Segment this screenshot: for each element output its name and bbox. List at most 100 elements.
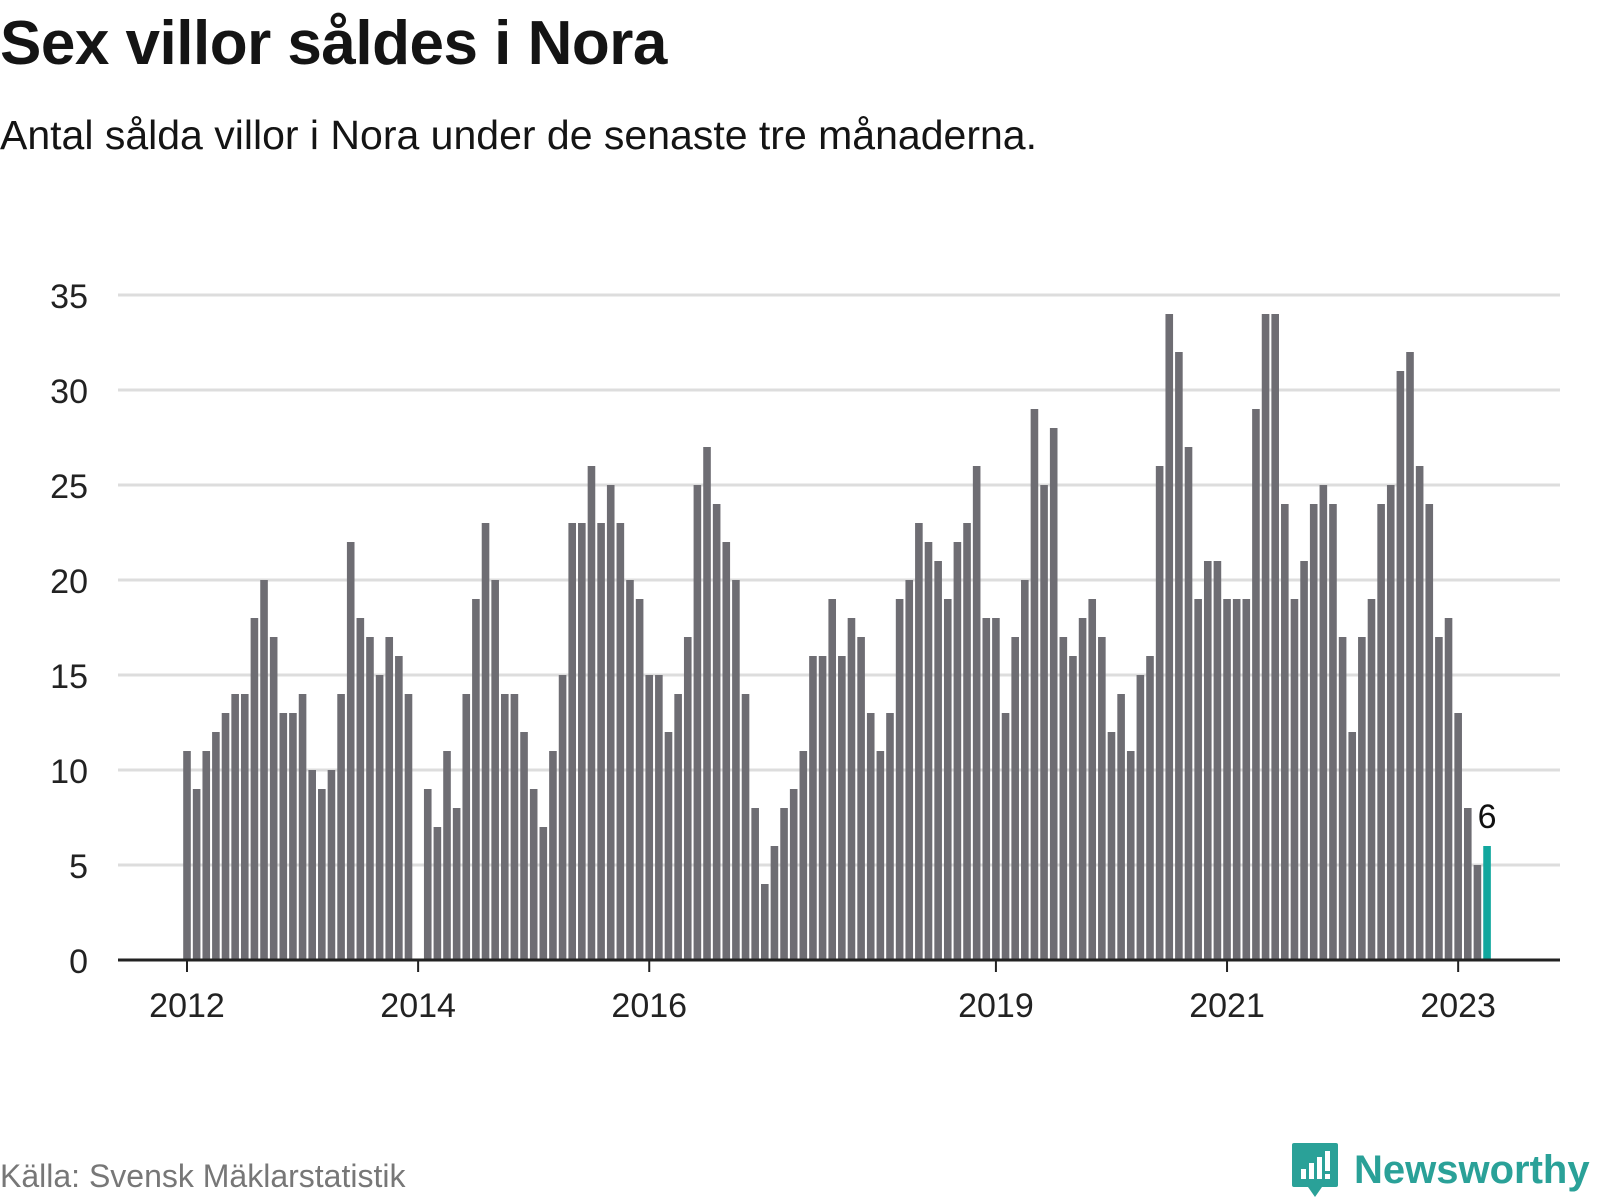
- bar: [905, 580, 914, 960]
- bar: [1319, 485, 1328, 960]
- bar: [356, 618, 365, 960]
- bar: [298, 694, 307, 960]
- bar: [212, 732, 220, 960]
- bar: [520, 732, 528, 960]
- bar: [972, 466, 981, 960]
- highlight-value-label: 6: [1478, 798, 1497, 836]
- bar: [1252, 409, 1260, 960]
- bar: [221, 713, 230, 960]
- bar: [1338, 637, 1347, 960]
- y-tick-label: 20: [50, 563, 88, 601]
- bar: [1011, 637, 1019, 960]
- bar: [1194, 599, 1202, 960]
- bar: [423, 789, 432, 960]
- bar: [366, 637, 374, 960]
- bar: [789, 789, 798, 960]
- bar: [1117, 694, 1125, 960]
- bar: [404, 694, 413, 960]
- bar: [866, 713, 875, 960]
- bar: [1425, 504, 1434, 960]
- bar: [683, 637, 692, 960]
- bar: [915, 523, 923, 960]
- bar: [809, 656, 817, 960]
- bar: [1175, 352, 1183, 960]
- bar: [395, 656, 403, 960]
- bar: [992, 618, 1000, 960]
- bar: [578, 523, 586, 960]
- bar: [539, 827, 548, 960]
- bar: [1454, 713, 1462, 960]
- bar: [597, 523, 605, 960]
- bar: [732, 580, 740, 960]
- bar: [1271, 314, 1279, 960]
- bar: [838, 656, 846, 960]
- bar: [587, 466, 596, 960]
- bar: [549, 751, 557, 960]
- bar: [558, 675, 567, 960]
- bar: [1232, 599, 1241, 960]
- bar: [308, 770, 316, 960]
- bar: [828, 599, 837, 960]
- bar: [1078, 618, 1087, 960]
- bar: [780, 808, 788, 960]
- bar: [192, 789, 201, 960]
- bar: [1146, 656, 1154, 960]
- bar: [674, 694, 682, 960]
- bar: [231, 694, 239, 960]
- y-tick-label: 5: [69, 848, 88, 886]
- chart-subtitle: Antal sålda villor i Nora under de senas…: [0, 112, 1037, 158]
- bar: [1069, 656, 1077, 960]
- bar: [1406, 352, 1414, 960]
- bar: [1059, 637, 1068, 960]
- x-tick-label: 2016: [611, 987, 687, 1025]
- bars: [183, 314, 1491, 960]
- bar: [1444, 618, 1453, 960]
- bar: [963, 523, 971, 960]
- y-tick-label: 30: [50, 373, 88, 411]
- bar: [279, 713, 288, 960]
- bar: [693, 485, 702, 960]
- brand-logo[interactable]: Newsworthy: [1290, 1140, 1590, 1200]
- bar: [318, 789, 326, 960]
- bar: [606, 485, 615, 960]
- y-tick-label: 15: [50, 658, 88, 696]
- bar: [250, 618, 259, 960]
- bar: [1261, 314, 1270, 960]
- bar: [1386, 485, 1395, 960]
- bar: [289, 713, 297, 960]
- bar: [626, 580, 634, 960]
- bar: [1030, 409, 1039, 960]
- bar: [183, 751, 191, 960]
- bar: [1213, 561, 1222, 960]
- y-tick-label: 10: [50, 753, 88, 791]
- bar: [1367, 599, 1376, 960]
- bar: [375, 675, 384, 960]
- bar: [1415, 466, 1424, 960]
- bar: [886, 713, 894, 960]
- x-tick-label: 2021: [1189, 987, 1265, 1025]
- x-axis-ticks: 2012 2014 2016 2019 2021 2023: [149, 960, 1496, 1025]
- bar: [510, 694, 519, 960]
- bar: [385, 637, 394, 960]
- bar: [1107, 732, 1116, 960]
- bar: [635, 599, 644, 960]
- bar: [346, 542, 355, 960]
- bar: [1126, 751, 1135, 960]
- bar: [1001, 713, 1010, 960]
- bar: [1021, 580, 1029, 960]
- bar: [703, 447, 711, 960]
- bar: [443, 751, 451, 960]
- bar: [327, 770, 336, 960]
- bar: [452, 808, 461, 960]
- bar: [202, 751, 211, 960]
- bar: [857, 637, 865, 960]
- bar: [500, 694, 509, 960]
- bar: [1136, 675, 1145, 960]
- bar: [943, 599, 952, 960]
- bar: [337, 694, 345, 960]
- x-tick-label: 2014: [380, 987, 456, 1025]
- bar: [770, 846, 779, 960]
- bar: [1348, 732, 1357, 960]
- bar: [761, 884, 769, 960]
- chart-title: Sex villor såldes i Nora: [0, 9, 667, 78]
